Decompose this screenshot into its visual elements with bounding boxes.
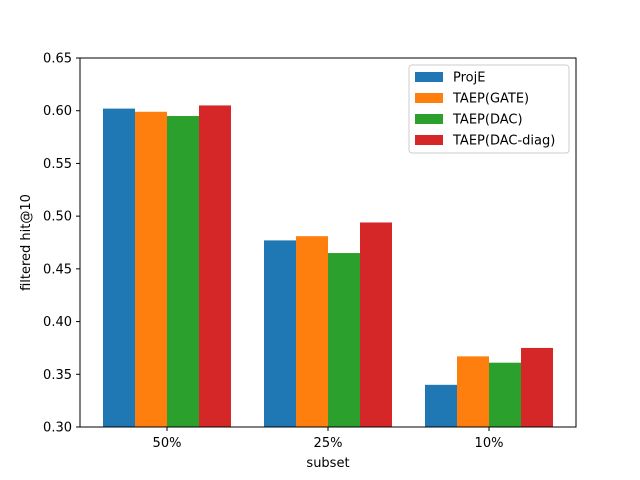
bar-TAEP(GATE)-25% bbox=[296, 236, 328, 427]
x-tick-label: 25% bbox=[314, 436, 343, 451]
y-tick-label: 0.65 bbox=[43, 52, 72, 67]
bar-ProjE-25% bbox=[264, 240, 296, 427]
legend-swatch bbox=[415, 72, 443, 82]
legend-label: TAEP(DAC) bbox=[452, 113, 523, 128]
y-tick-label: 0.50 bbox=[43, 210, 72, 225]
legend-swatch bbox=[415, 135, 443, 145]
bar-TAEP(DAC)-50% bbox=[167, 115, 199, 427]
y-axis: 0.30 0.35 0.40 0.45 0.50 0.55 0.60 0.65 bbox=[43, 52, 80, 436]
bar-TAEP(DAC)-25% bbox=[328, 253, 360, 427]
bar-TAEP(GATE)-10% bbox=[457, 356, 489, 427]
y-tick-label: 0.30 bbox=[43, 421, 72, 436]
y-tick-label: 0.60 bbox=[43, 104, 72, 119]
legend-label: TAEP(GATE) bbox=[452, 92, 529, 107]
y-axis-label: filtered hit@10 bbox=[19, 194, 34, 291]
bar-TAEP(DAC-diag)-50% bbox=[199, 105, 231, 427]
bar-TAEP(DAC-diag)-25% bbox=[360, 222, 392, 427]
x-axis: 50% 25% 10% bbox=[153, 427, 504, 451]
y-tick-label: 0.45 bbox=[43, 262, 72, 277]
legend-swatch bbox=[415, 114, 443, 124]
y-tick-label: 0.55 bbox=[43, 157, 72, 172]
bar-TAEP(DAC-diag)-10% bbox=[521, 347, 553, 427]
x-tick-label: 50% bbox=[153, 436, 182, 451]
bar-ProjE-10% bbox=[425, 384, 457, 427]
bar-TAEP(GATE)-50% bbox=[135, 111, 167, 428]
y-tick-label: 0.40 bbox=[43, 315, 72, 330]
legend-box bbox=[408, 64, 570, 154]
legend-label: TAEP(DAC-diag) bbox=[452, 134, 555, 149]
legend: ProjE TAEP(GATE) TAEP(DAC) TAEP(DAC-diag) bbox=[408, 64, 570, 154]
x-tick-label: 10% bbox=[475, 436, 504, 451]
x-axis-label: subset bbox=[306, 456, 349, 471]
bar-ProjE-50% bbox=[103, 108, 135, 427]
legend-label: ProjE bbox=[453, 71, 485, 86]
bar-TAEP(DAC)-10% bbox=[489, 362, 521, 427]
bars-layer bbox=[103, 105, 553, 428]
legend-swatch bbox=[415, 93, 443, 103]
y-tick-label: 0.35 bbox=[43, 368, 72, 383]
